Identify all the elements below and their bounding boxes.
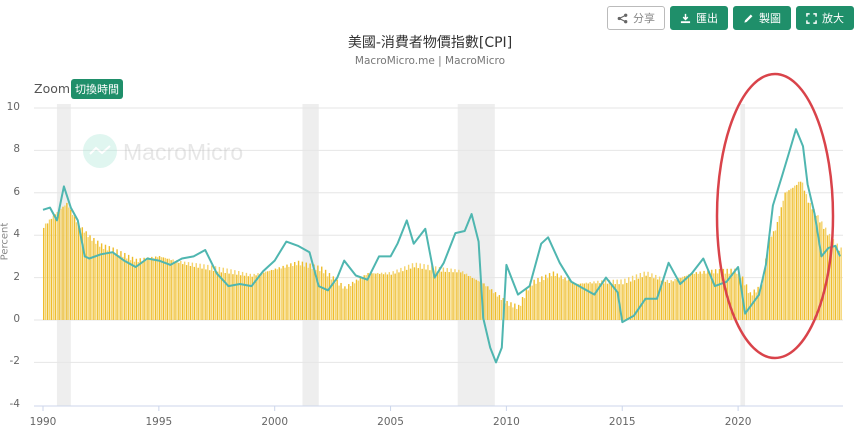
switch-time-button[interactable]: 切換時間	[71, 79, 123, 99]
chart-subtitle: MacroMicro.me | MacroMicro	[354, 55, 506, 67]
download-icon	[680, 13, 691, 23]
share-button[interactable]: 分享	[607, 6, 665, 30]
recession-band	[457, 104, 495, 406]
x-tick-label: 2010	[493, 416, 520, 428]
recession-band	[740, 104, 746, 406]
export-label: 匯出	[696, 12, 718, 25]
y-tick-label: 10	[6, 101, 20, 113]
fullscreen-label: 放大	[822, 12, 844, 25]
share-label: 分享	[633, 12, 655, 25]
export-button[interactable]: 匯出	[670, 6, 728, 30]
draw-label: 製圖	[759, 12, 781, 25]
x-tick-label: 2000	[261, 416, 289, 428]
y-tick-label: -2	[9, 355, 20, 368]
y-tick-label: 2	[13, 270, 20, 283]
y-tick-label: 8	[13, 143, 20, 156]
draw-chart-button[interactable]: 製圖	[733, 6, 791, 30]
x-tick-label: 2015	[608, 416, 636, 428]
fullscreen-button[interactable]: 放大	[796, 6, 854, 30]
expand-icon	[806, 12, 817, 24]
highlight-ellipse	[715, 72, 835, 360]
cpi-line	[42, 128, 841, 364]
x-tick-label: 2005	[377, 416, 404, 428]
macromicro-logo-icon	[83, 134, 117, 168]
recession-band	[56, 104, 71, 406]
pencil-icon	[744, 14, 753, 23]
chart-toolbar: 分享 匯出 製圖 放大	[607, 6, 854, 30]
x-tick-label: 1990	[29, 416, 57, 428]
x-tick-label: 2020	[724, 416, 752, 428]
core-cpi-bars	[43, 181, 842, 320]
watermark-text: MacroMicro	[123, 139, 243, 165]
y-tick-label: 0	[13, 313, 20, 325]
x-tick-label: 1995	[145, 416, 173, 428]
y-tick-label: 6	[13, 185, 20, 198]
y-tick-label: -4	[9, 397, 20, 410]
watermark: MacroMicro	[83, 134, 243, 168]
zoom-label: Zoom	[34, 81, 71, 96]
y-tick-label: 4	[13, 228, 20, 241]
share-icon	[617, 13, 628, 23]
chart-title: 美國-消費者物價指數[CPI]	[347, 35, 513, 51]
